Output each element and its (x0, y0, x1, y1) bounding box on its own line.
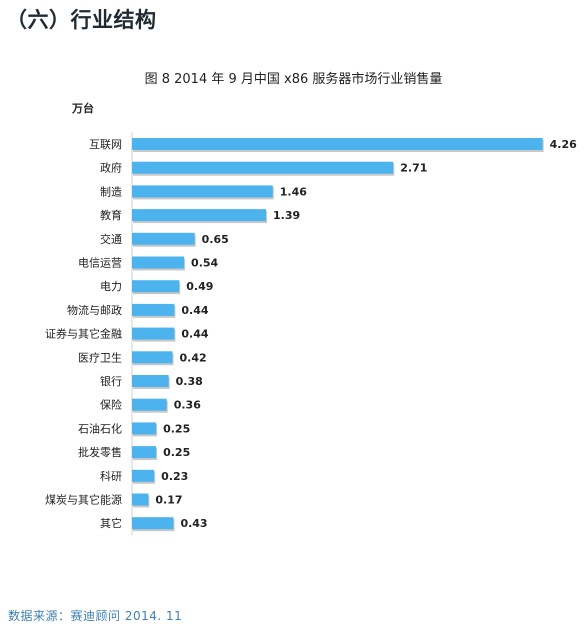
value-label: 0.54 (191, 257, 218, 270)
unit-label: 万台 (72, 102, 94, 115)
category-label: 物流与邮政 (67, 303, 122, 317)
category-label: 银行 (100, 374, 122, 388)
bar-chart: 互联网 4.26 政府 2.71 制造 1.46 教育 1.39 交通 0.65 电信运营 0.54 电… (45, 132, 577, 536)
value-label: 0.65 (202, 233, 229, 246)
bar (132, 351, 173, 364)
value-label: 0.44 (181, 328, 208, 341)
value-label: 0.36 (174, 399, 201, 412)
category-label: 电信运营 (78, 256, 122, 270)
bar (132, 422, 157, 435)
category-label: 教育 (100, 208, 122, 222)
category-label: 电力 (100, 280, 122, 293)
category-label: 煤炭与其它能源 (45, 493, 122, 507)
bar (132, 375, 169, 387)
value-label: 0.42 (179, 351, 206, 364)
category-label: 批发零售 (78, 445, 122, 459)
value-label: 4.26 (550, 138, 577, 151)
value-label: 1.46 (280, 185, 307, 198)
chart-title: 图 8 2014 年 9 月中国 x86 服务器市场行业销售量 (144, 72, 443, 87)
category-label: 保险 (100, 398, 122, 412)
value-label: 0.17 (155, 494, 182, 507)
value-label: 0.23 (161, 470, 188, 483)
category-label: 政府 (100, 161, 122, 175)
category-label: 其它 (100, 516, 122, 530)
bar (132, 469, 155, 482)
category-label: 交通 (100, 232, 122, 246)
value-label: 0.25 (163, 446, 190, 459)
source-note: 数据来源：赛迪顾问 2014. 11 (8, 609, 183, 623)
value-label: 0.43 (180, 517, 207, 530)
section-heading: （六）行业结构 (6, 8, 157, 32)
bar (132, 493, 149, 506)
category-label: 制造 (100, 184, 122, 198)
category-label: 科研 (100, 469, 122, 483)
value-label: 1.39 (273, 209, 300, 222)
bar (132, 232, 195, 245)
bar (132, 209, 266, 222)
bar (132, 185, 273, 198)
value-label: 0.38 (176, 375, 203, 388)
bar (132, 398, 167, 411)
bar (132, 517, 174, 530)
category-label: 石油石化 (78, 421, 122, 435)
value-label: 0.25 (163, 422, 190, 435)
bar (132, 161, 394, 174)
bar (132, 138, 543, 150)
value-label: 2.71 (400, 162, 427, 175)
bar (132, 303, 175, 316)
category-label: 互联网 (89, 138, 122, 151)
value-label: 0.44 (181, 304, 208, 317)
category-label: 证券与其它金融 (45, 327, 122, 341)
category-label: 医疗卫生 (78, 350, 122, 364)
bar (132, 256, 185, 269)
bar (132, 280, 180, 293)
bar (132, 446, 157, 459)
value-label: 0.49 (186, 280, 213, 293)
bar (132, 327, 175, 340)
